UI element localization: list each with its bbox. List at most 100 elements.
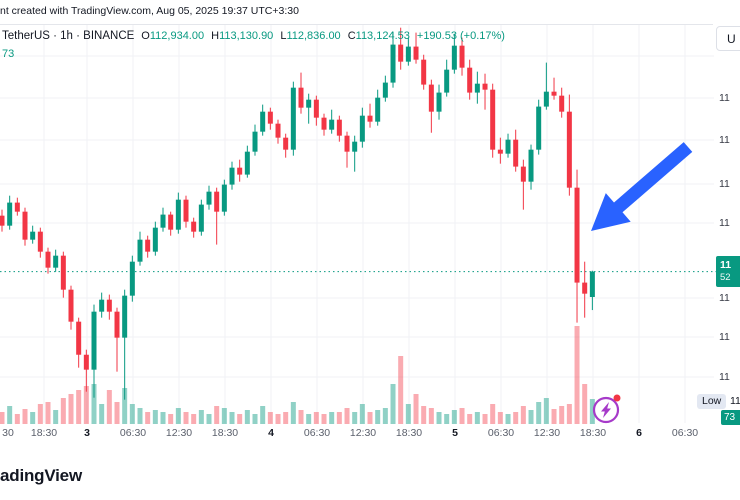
candle-body bbox=[413, 46, 419, 60]
volume-bar bbox=[99, 404, 105, 424]
candle-body bbox=[260, 111, 266, 132]
candle-body bbox=[321, 117, 327, 130]
volume-bar bbox=[191, 414, 197, 424]
candle-body bbox=[7, 202, 13, 226]
volume-bar bbox=[382, 408, 388, 424]
volume-bar bbox=[367, 412, 373, 424]
candle-body bbox=[22, 211, 28, 240]
price-axis-label: 11 bbox=[719, 217, 730, 229]
time-axis-day-label: 4 bbox=[268, 427, 274, 439]
volume-bar bbox=[459, 408, 465, 424]
volume-bar bbox=[106, 390, 112, 424]
candle-body bbox=[482, 83, 488, 90]
candle-body bbox=[589, 271, 595, 298]
volume-bar bbox=[566, 404, 572, 424]
volume-bar bbox=[436, 412, 442, 424]
volume-bar bbox=[428, 408, 434, 424]
candle-body bbox=[53, 255, 59, 268]
volume-bar bbox=[221, 408, 227, 424]
volume-bar bbox=[60, 398, 66, 424]
ohlc-close: C113,124.53 bbox=[347, 30, 410, 42]
price-axis-label: 11 bbox=[719, 371, 730, 383]
volume-bar bbox=[582, 384, 588, 424]
price-axis-label: 11 bbox=[719, 134, 730, 146]
symbol-name: TetherUS · 1h · BINANCE bbox=[2, 30, 135, 42]
candle-body bbox=[375, 97, 381, 122]
candle-body bbox=[306, 99, 312, 108]
candle-body bbox=[122, 295, 128, 338]
volume-bar bbox=[551, 409, 557, 424]
candle-body bbox=[367, 115, 373, 122]
ohlc-open: O112,934.00 bbox=[141, 30, 205, 42]
volume-bar bbox=[589, 399, 595, 424]
volume-bar bbox=[329, 412, 335, 424]
candle-body bbox=[160, 214, 166, 228]
volume-bar bbox=[528, 410, 534, 424]
time-axis-label: 06:30 bbox=[303, 427, 331, 439]
volume-bar bbox=[336, 412, 342, 424]
price-axis-label: 11 bbox=[719, 178, 730, 190]
volume-bar bbox=[344, 408, 350, 424]
volume-bar bbox=[313, 412, 319, 424]
candle-body bbox=[329, 119, 335, 130]
volume-bar bbox=[68, 394, 74, 424]
volume-bar bbox=[543, 398, 549, 424]
volume-bar bbox=[129, 404, 135, 424]
candle-body bbox=[68, 289, 74, 322]
candle-body bbox=[298, 87, 304, 108]
candle-body bbox=[398, 44, 404, 62]
symbol-legend[interactable]: TetherUS · 1h · BINANCE O112,934.00 H113… bbox=[2, 30, 505, 42]
ohlc-high: H113,130.90 bbox=[211, 30, 274, 42]
volume-bar bbox=[152, 410, 158, 424]
volume-bar bbox=[321, 414, 327, 424]
time-axis-label: 18:30 bbox=[579, 427, 607, 439]
down-arrow-annotation[interactable] bbox=[591, 142, 693, 231]
candle-body bbox=[60, 255, 66, 290]
candle-body bbox=[359, 115, 365, 142]
candle-body bbox=[582, 282, 588, 294]
volume-bar bbox=[30, 412, 36, 424]
candle-body bbox=[344, 135, 350, 152]
volume-bar bbox=[298, 410, 304, 424]
candle-body bbox=[0, 215, 5, 226]
volume-bar bbox=[513, 412, 519, 424]
volume-bar bbox=[260, 406, 266, 424]
candle-body bbox=[191, 221, 197, 232]
price-axis-label: 11 bbox=[719, 92, 730, 104]
time-axis-label: 12:30 bbox=[165, 427, 193, 439]
price-change: +190.53 (+0.17%) bbox=[416, 30, 505, 42]
candle-body bbox=[467, 67, 473, 93]
volume-bar bbox=[405, 404, 411, 424]
candle-body bbox=[444, 69, 450, 93]
candle-body bbox=[114, 311, 120, 338]
notification-dot bbox=[613, 394, 621, 402]
candle-body bbox=[336, 119, 342, 136]
candle-body bbox=[352, 141, 358, 152]
candle-body bbox=[490, 89, 496, 150]
volume-bar bbox=[22, 409, 28, 424]
volume-bar bbox=[76, 390, 82, 424]
volume-bar bbox=[214, 406, 220, 424]
volume-bar bbox=[536, 402, 542, 424]
volume-bar bbox=[451, 410, 457, 424]
candle-body bbox=[252, 131, 258, 152]
candle-body bbox=[390, 44, 396, 83]
tradingview-logo[interactable]: adingView bbox=[0, 466, 82, 485]
candle-body bbox=[451, 45, 457, 70]
volume-bar bbox=[497, 412, 503, 424]
candle-body bbox=[382, 82, 388, 98]
currency-unit-button[interactable]: U bbox=[716, 26, 740, 51]
volume-bar bbox=[359, 404, 365, 424]
candle-body bbox=[513, 139, 519, 167]
volume-bar bbox=[160, 412, 166, 424]
candle-body bbox=[198, 204, 204, 232]
volume-bar bbox=[45, 402, 51, 424]
time-axis-label: 06:30 bbox=[671, 427, 699, 439]
candle-body bbox=[152, 227, 158, 252]
volume-bar bbox=[421, 406, 427, 424]
candle-body bbox=[267, 111, 273, 124]
time-axis-day-label: 6 bbox=[636, 427, 642, 439]
candle-body bbox=[528, 149, 534, 182]
time-axis-day-label: 5 bbox=[452, 427, 458, 439]
